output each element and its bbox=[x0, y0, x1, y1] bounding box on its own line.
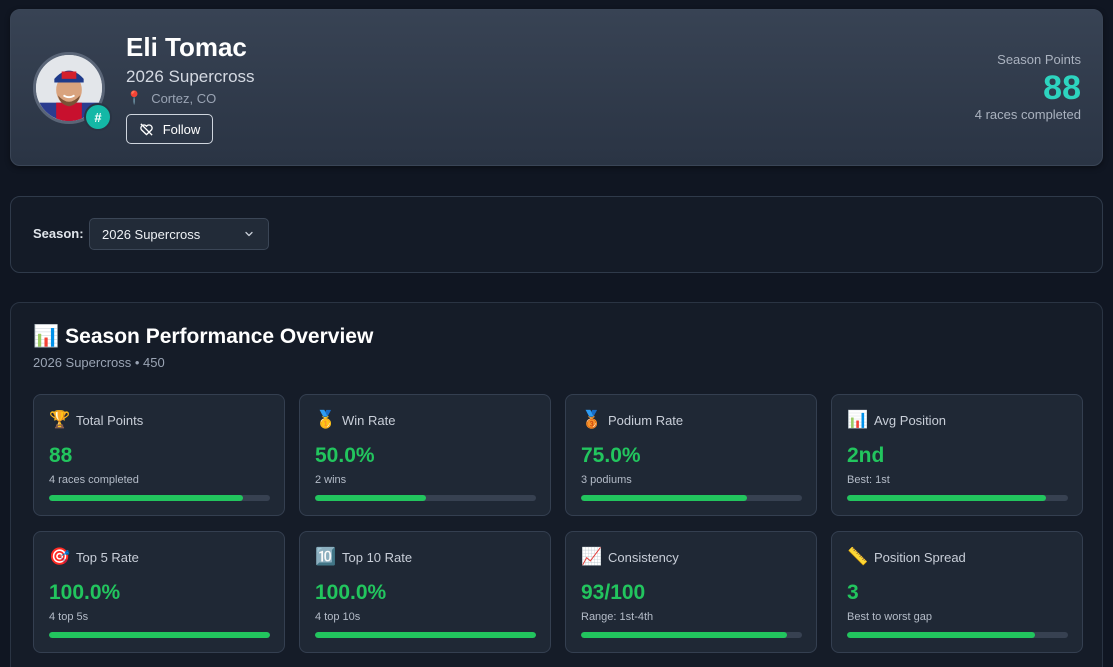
stat-header: 🏆 Total Points bbox=[49, 410, 143, 430]
trophy-icon: 🏆 bbox=[49, 410, 71, 429]
stat-subtext: 4 top 5s bbox=[49, 611, 89, 623]
stat-label: Avg Position bbox=[874, 412, 947, 428]
stat-card: 📈 Consistency 93/100 Range: 1st-4th bbox=[565, 531, 817, 653]
keycap-ten-icon: 🔟 bbox=[315, 547, 337, 566]
heart-off-icon bbox=[139, 122, 153, 136]
stat-subtext: Best to worst gap bbox=[847, 611, 932, 623]
progress-bar bbox=[49, 495, 270, 501]
rider-series: 2026 Supercross bbox=[126, 67, 255, 86]
overview-title: 📊 Season Performance Overview bbox=[33, 325, 373, 349]
gold-medal-icon: 🥇 bbox=[315, 410, 337, 429]
stat-header: 📊 Avg Position bbox=[847, 410, 946, 430]
stat-subtext: Best: 1st bbox=[847, 474, 890, 486]
season-selector-card: Season: 2026 Supercross bbox=[10, 196, 1103, 273]
stat-header: 📏 Position Spread bbox=[847, 547, 966, 567]
stat-subtext: 3 podiums bbox=[581, 474, 632, 486]
progress-bar-fill bbox=[315, 495, 426, 501]
stat-label: Top 5 Rate bbox=[76, 549, 139, 565]
rider-name: Eli Tomac bbox=[126, 32, 247, 62]
stat-subtext: 2 wins bbox=[315, 474, 347, 486]
bar-chart-icon: 📊 bbox=[33, 325, 60, 348]
progress-bar-fill bbox=[847, 632, 1035, 638]
overview-title-text: Season Performance Overview bbox=[65, 325, 374, 348]
progress-bar-fill bbox=[49, 632, 270, 638]
stat-value: 50.0% bbox=[315, 444, 375, 467]
stat-label: Total Points bbox=[76, 412, 144, 428]
stat-label: Consistency bbox=[608, 549, 679, 565]
overview-subtitle: 2026 Supercross • 450 bbox=[33, 355, 165, 370]
progress-bar-fill bbox=[581, 632, 787, 638]
stat-label: Podium Rate bbox=[608, 412, 684, 428]
location-text: Cortez, CO bbox=[151, 90, 217, 106]
target-icon: 🎯 bbox=[49, 547, 71, 566]
progress-bar-fill bbox=[315, 632, 536, 638]
stat-subtext: 4 races completed bbox=[49, 474, 139, 486]
number-badge: # bbox=[84, 103, 112, 131]
stat-header: 🔟 Top 10 Rate bbox=[315, 547, 412, 567]
location-pin-icon: 📍 bbox=[126, 90, 143, 105]
progress-bar bbox=[315, 495, 536, 501]
progress-bar-fill bbox=[49, 495, 244, 501]
bronze-medal-icon: 🥉 bbox=[581, 410, 603, 429]
season-points-label: Season Points bbox=[997, 52, 1081, 67]
progress-bar-fill bbox=[847, 495, 1046, 501]
season-select[interactable]: 2026 Supercross bbox=[89, 218, 269, 250]
rider-photo bbox=[36, 55, 102, 121]
follow-label: Follow bbox=[162, 121, 201, 137]
progress-bar bbox=[581, 632, 802, 638]
progress-bar bbox=[315, 632, 536, 638]
chevron-down-icon bbox=[245, 231, 253, 237]
stat-card: 📏 Position Spread 3 Best to worst gap bbox=[831, 531, 1083, 653]
stat-card: 🎯 Top 5 Rate 100.0% 4 top 5s bbox=[33, 531, 285, 653]
stat-value: 75.0% bbox=[581, 444, 641, 467]
stat-subtext: Range: 1st-4th bbox=[581, 611, 654, 623]
progress-bar bbox=[847, 495, 1068, 501]
stat-value: 2nd bbox=[847, 444, 885, 467]
stat-label: Win Rate bbox=[342, 412, 396, 428]
follow-button[interactable]: Follow bbox=[126, 114, 213, 144]
stat-card: 🥇 Win Rate 50.0% 2 wins bbox=[299, 394, 551, 516]
stat-label: Top 10 Rate bbox=[342, 549, 413, 565]
stat-value: 100.0% bbox=[49, 581, 121, 604]
season-select-value: 2026 Supercross bbox=[102, 226, 201, 242]
avatar-container: # bbox=[33, 52, 112, 131]
season-points-summary: Season Points 88 4 races completed bbox=[975, 52, 1081, 122]
stat-header: 📈 Consistency bbox=[581, 547, 679, 567]
stat-card: 🥉 Podium Rate 75.0% 3 podiums bbox=[565, 394, 817, 516]
avatar bbox=[33, 52, 105, 124]
progress-bar bbox=[847, 632, 1068, 638]
stat-subtext: 4 top 10s bbox=[315, 611, 361, 623]
trend-up-icon: 📈 bbox=[581, 547, 603, 566]
season-points-sub: 4 races completed bbox=[974, 107, 1081, 122]
progress-bar bbox=[581, 495, 802, 501]
season-points-value: 88 bbox=[1043, 69, 1081, 107]
rider-header-card: # Eli Tomac 2026 Supercross 📍 Cortez, CO… bbox=[10, 9, 1103, 166]
stat-value: 88 bbox=[49, 444, 73, 467]
stat-header: 🥉 Podium Rate bbox=[581, 410, 683, 430]
stat-value: 93/100 bbox=[581, 581, 646, 604]
performance-overview-card: 📊 Season Performance Overview 2026 Super… bbox=[10, 302, 1103, 667]
season-label: Season: bbox=[33, 226, 84, 241]
stat-value: 3 bbox=[847, 581, 859, 604]
stat-value: 100.0% bbox=[315, 581, 387, 604]
rider-location: 📍 Cortez, CO bbox=[126, 90, 216, 106]
progress-bar bbox=[49, 632, 270, 638]
stat-header: 🎯 Top 5 Rate bbox=[49, 547, 139, 567]
stat-header: 🥇 Win Rate bbox=[315, 410, 395, 430]
stat-label: Position Spread bbox=[874, 549, 966, 565]
stat-card: 🏆 Total Points 88 4 races completed bbox=[33, 394, 285, 516]
bar-chart-icon: 📊 bbox=[847, 410, 869, 429]
stat-card: 🔟 Top 10 Rate 100.0% 4 top 10s bbox=[299, 531, 551, 653]
stat-card: 📊 Avg Position 2nd Best: 1st bbox=[831, 394, 1083, 516]
ruler-icon: 📏 bbox=[847, 547, 869, 566]
progress-bar-fill bbox=[581, 495, 747, 501]
